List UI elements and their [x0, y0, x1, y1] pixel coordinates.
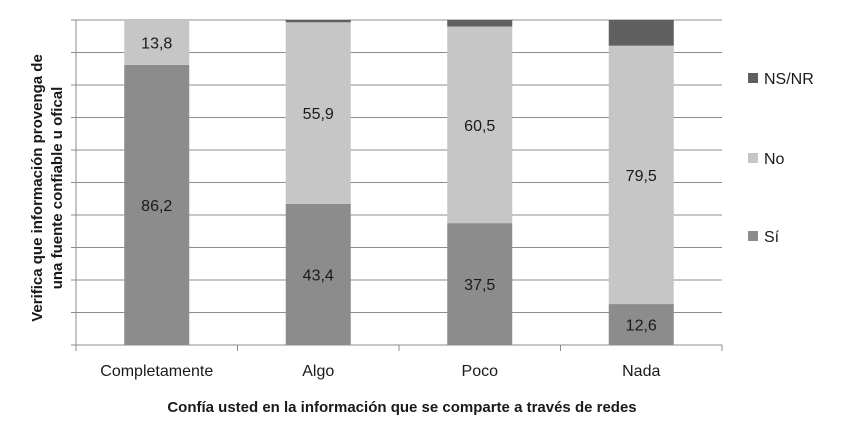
- data-label: 55,9: [303, 106, 334, 123]
- data-labels: 86,2 13,8 43,4 55,9 37,5 60,5 12,6 79,5: [141, 35, 657, 334]
- bar-segment: [447, 26, 513, 224]
- bar-segment: [608, 45, 674, 305]
- legend: NS/NR No Sí: [748, 71, 814, 246]
- bars: [124, 20, 674, 345]
- axes: [71, 19, 723, 351]
- legend-swatch: [748, 153, 758, 163]
- data-label: 86,2: [141, 198, 172, 215]
- bar-segment: [447, 223, 513, 345]
- legend-label: NS/NR: [764, 71, 814, 88]
- data-label: 37,5: [464, 277, 495, 294]
- data-label: 12,6: [626, 318, 657, 335]
- bar-segment: [285, 22, 351, 204]
- category-label: Poco: [462, 363, 499, 380]
- category-label: Algo: [302, 363, 334, 380]
- bar-segment: [608, 20, 674, 46]
- category-label: Completamente: [100, 363, 213, 380]
- bar-segment: [285, 203, 351, 345]
- category-label: Nada: [622, 363, 660, 380]
- data-label: 60,5: [464, 118, 495, 135]
- bar-segment: [285, 20, 351, 23]
- bar-segment: [124, 20, 190, 65]
- data-label: 79,5: [626, 168, 657, 185]
- category-labels: Completamente Algo Poco Nada: [100, 363, 660, 380]
- legend-swatch: [748, 231, 758, 241]
- data-label: 43,4: [303, 267, 334, 284]
- y-axis-title-line-1: Verifica que información provenga de: [29, 54, 46, 322]
- legend-label: No: [764, 151, 785, 168]
- data-label: 13,8: [141, 35, 172, 52]
- y-axis-title: Verifica que información provenga de una…: [29, 54, 66, 322]
- legend-swatch: [748, 73, 758, 83]
- legend-label: Sí: [764, 229, 780, 246]
- y-axis-title-line-2: una fuente confiable u ofical: [49, 87, 66, 290]
- bar-segment: [124, 64, 190, 345]
- bar-segment: [608, 304, 674, 345]
- x-axis-title: Confía usted en la información que se co…: [167, 399, 636, 416]
- bar-segment: [447, 20, 513, 27]
